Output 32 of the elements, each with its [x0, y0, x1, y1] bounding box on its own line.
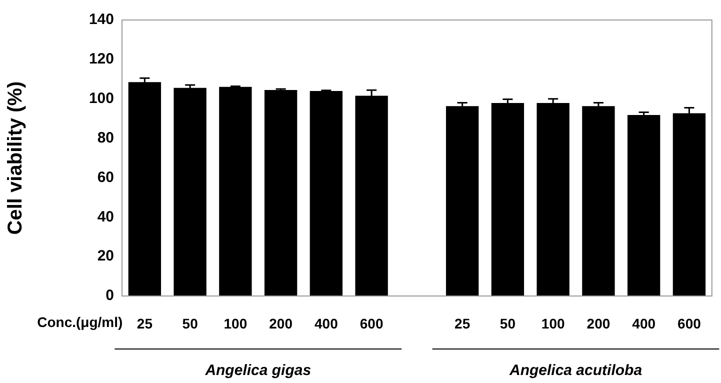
y-tick-label: 0 [106, 287, 114, 304]
y-tick-label: 100 [88, 90, 114, 107]
y-tick-label: 20 [97, 248, 114, 265]
x-tick-label: 600 [360, 315, 384, 332]
x-tick-label: 100 [224, 315, 248, 332]
bar [219, 86, 252, 296]
y-tick-label: 40 [97, 208, 114, 226]
text: Angelica gigas [204, 362, 312, 380]
x-tick-label: 25 [136, 315, 153, 332]
x-tick-label: 400 [314, 315, 338, 332]
y-tick-label: 120 [88, 50, 114, 68]
bar [446, 106, 479, 296]
x-tick-label: 100 [541, 315, 565, 332]
bar [174, 88, 206, 296]
x-tick-label: 400 [632, 315, 656, 332]
bar [491, 102, 524, 296]
y-tick-label: 140 [88, 11, 114, 28]
x-tick-label: 600 [678, 315, 702, 332]
text: Angelica acutiloba [508, 362, 642, 380]
y-axis-title: Cell viability (%) [4, 81, 27, 235]
x-axis-title: Conc.(μg/ml) [37, 314, 123, 330]
bar [310, 90, 343, 296]
x-tick-label: 25 [454, 315, 470, 332]
bar [582, 106, 615, 296]
x-tick-label: 200 [269, 315, 293, 332]
bar [627, 115, 660, 296]
y-tick-label: 60 [97, 168, 114, 186]
x-tick-label: 50 [182, 315, 198, 332]
bar [264, 90, 298, 296]
x-tick-label: 200 [586, 315, 610, 332]
x-tick-label: 50 [500, 315, 516, 332]
y-tick-label: 80 [97, 129, 114, 146]
